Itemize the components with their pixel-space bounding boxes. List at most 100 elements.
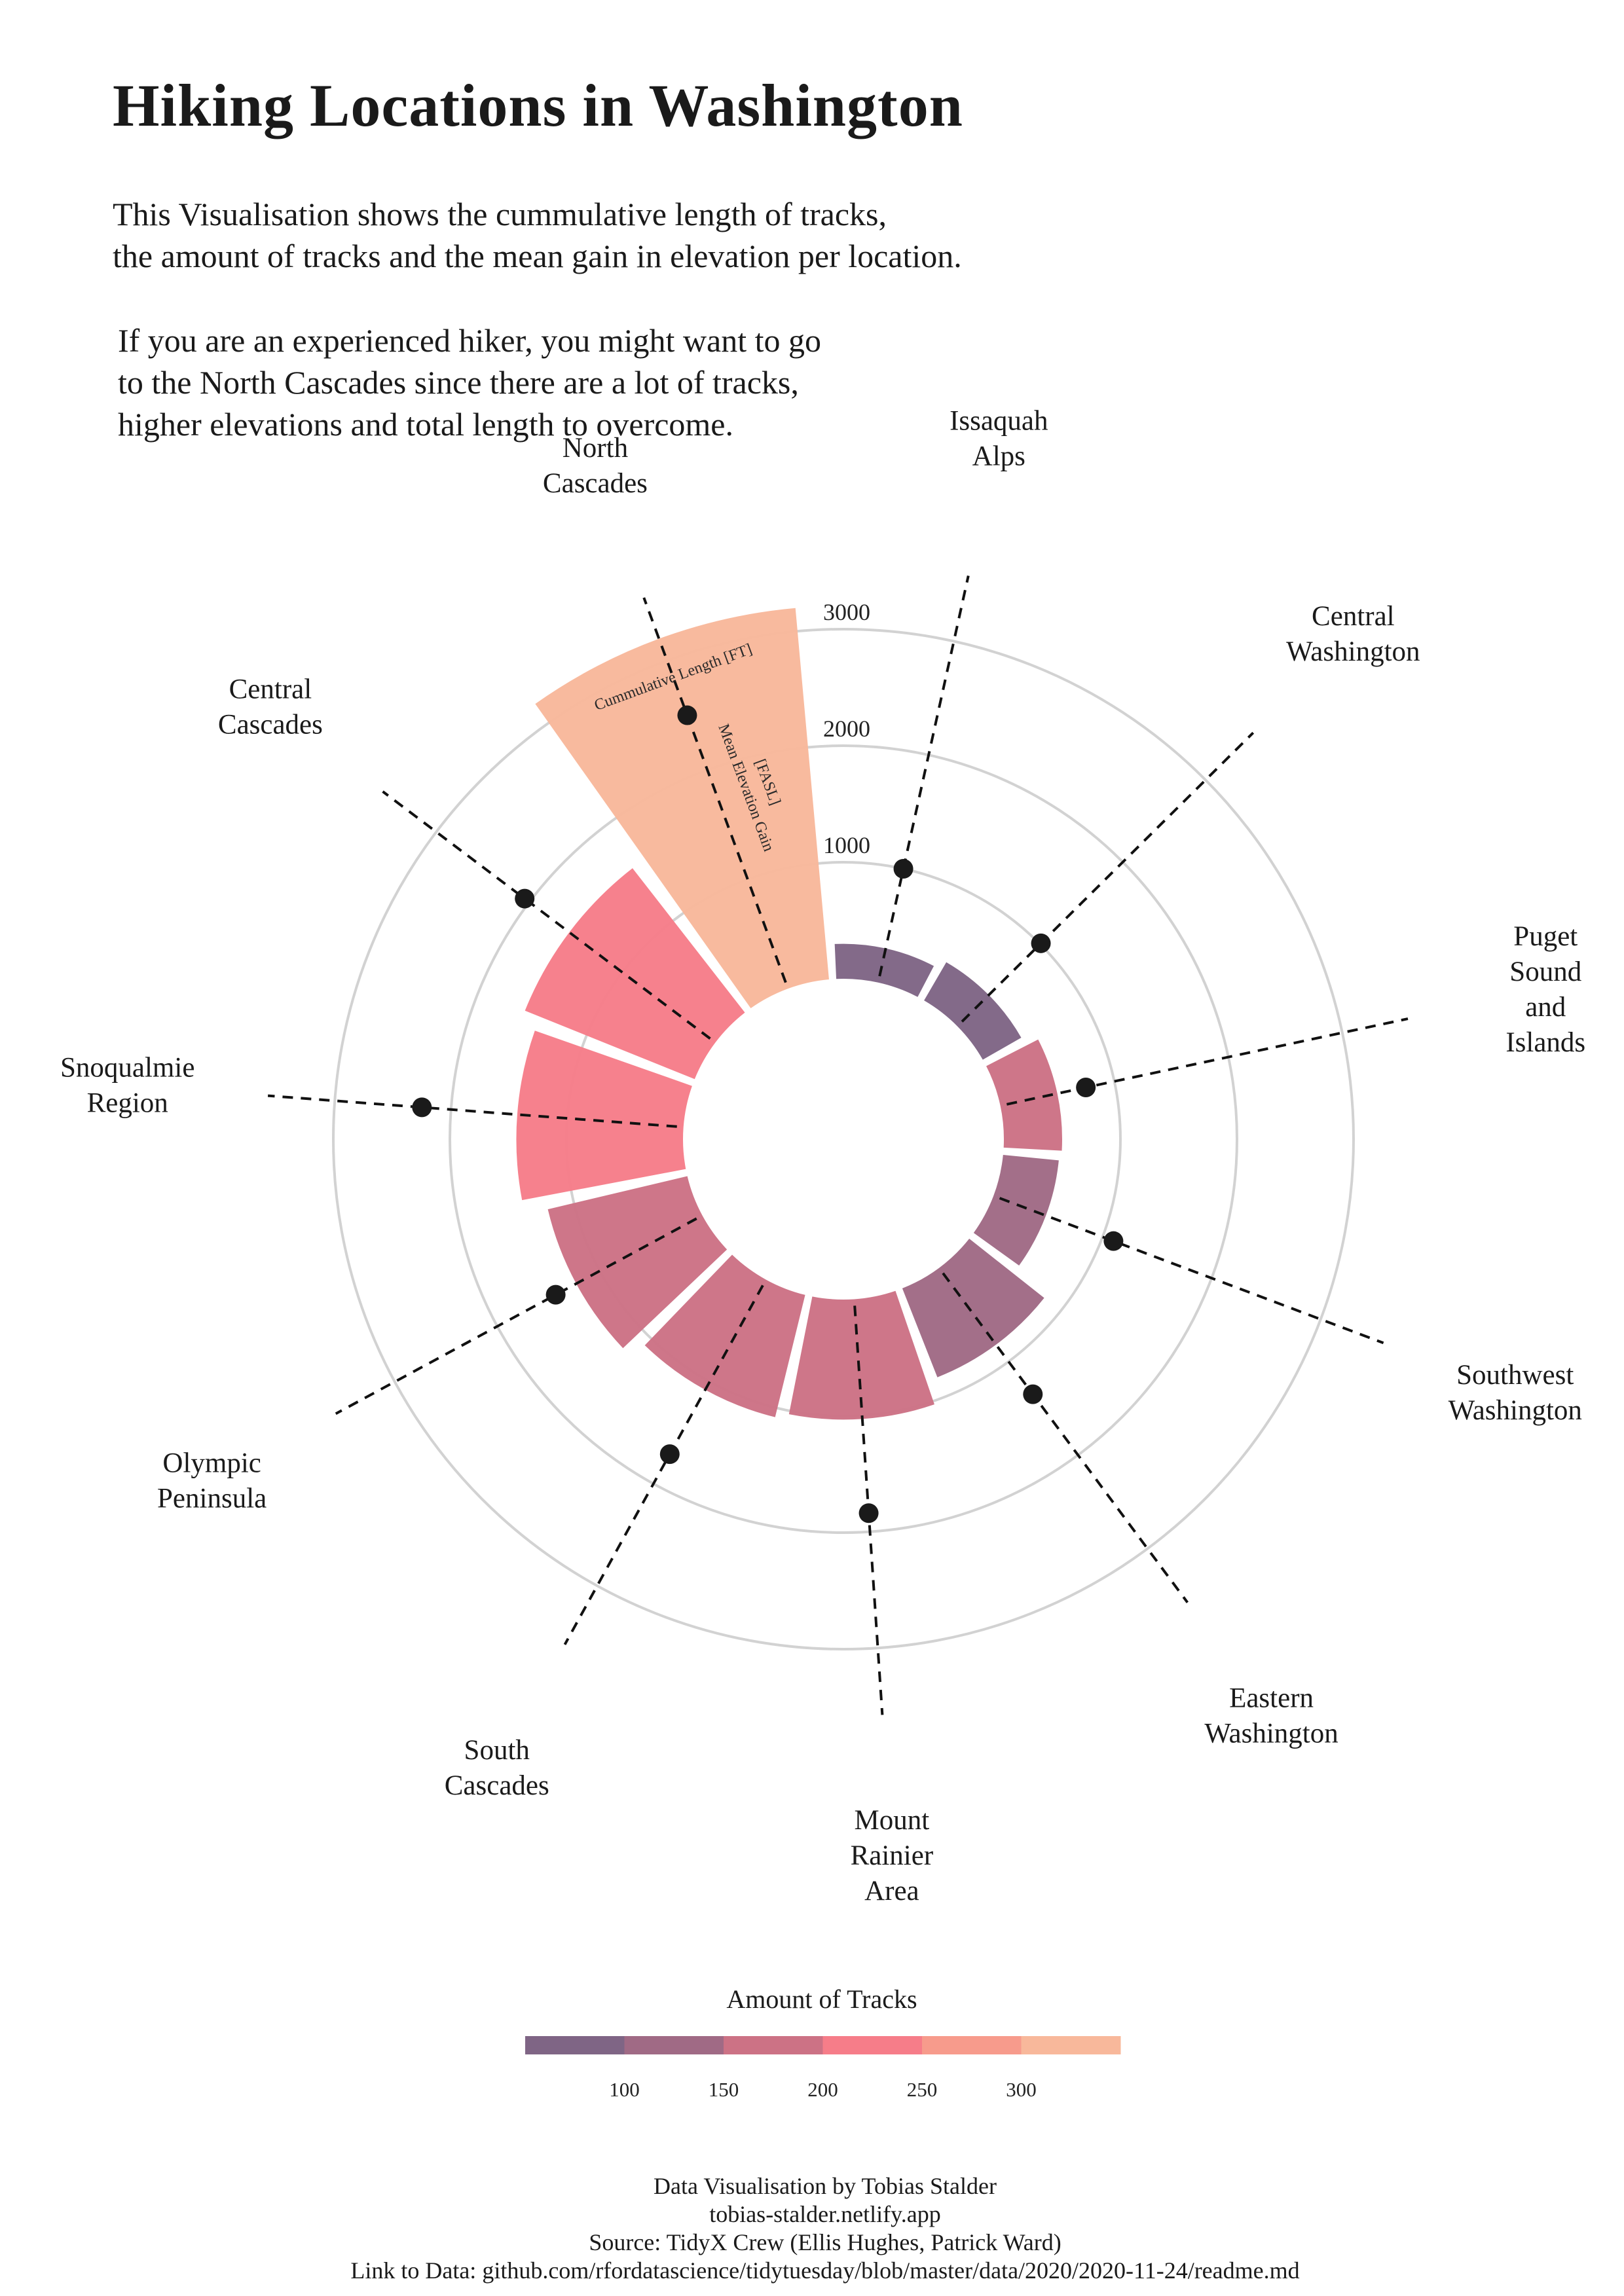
category-label-line: Olympic: [162, 1448, 261, 1479]
bar-puget-sound-and-islands: [986, 1039, 1062, 1151]
elevation-point-south-cascades: [659, 1444, 680, 1465]
radial-tick-label: 1000: [823, 832, 870, 858]
category-label-line: Cascades: [445, 1770, 549, 1801]
category-label-puget-sound-and-islands: Puget Sound and Islands: [1505, 921, 1585, 1058]
category-label-olympic-peninsula: Olympic Peninsula: [157, 1448, 267, 1514]
elevation-point-issaquah-alps: [893, 859, 913, 879]
legend-swatch: [1021, 2036, 1121, 2054]
radial-tick-label: 2000: [823, 716, 870, 742]
category-label-line: Rainier: [851, 1840, 934, 1871]
elevation-line-south-cascades: [563, 1285, 764, 1645]
bar-north-cascades: [535, 608, 829, 1009]
elevation-line-eastern-washington: [942, 1272, 1189, 1603]
category-label-mount-rainier-area: Mount Rainier Area: [851, 1805, 934, 1906]
elevation-line-southwest-washington: [999, 1197, 1384, 1345]
elevation-point-central-cascades: [515, 888, 535, 909]
legend-colorbar: 100 150 200 250 300: [525, 2036, 1121, 2101]
category-label-line: Region: [87, 1087, 168, 1118]
category-label-southwest-washington: Southwest Washington: [1449, 1360, 1582, 1426]
category-label-line: and: [1525, 992, 1566, 1023]
elevation-lines: [267, 575, 1409, 1715]
credits: Data Visualisation by Tobias Stalder tob…: [0, 2172, 1624, 2285]
category-label-issaquah-alps: Issaquah Alps: [950, 406, 1048, 472]
category-label-line: Southwest: [1456, 1360, 1574, 1391]
bar-southwest-washington: [973, 1154, 1059, 1266]
legend-tick-label: 200: [807, 2078, 838, 2101]
category-label-line: Cascades: [218, 709, 323, 740]
legend-swatch: [624, 2036, 724, 2054]
category-label-line: Central: [1312, 601, 1395, 632]
elevation-point-snoqualmie-region: [412, 1097, 432, 1118]
bar-mount-rainier-area: [788, 1290, 934, 1420]
grid-circle: [449, 744, 1238, 1534]
elevation-line-central-washington: [961, 731, 1255, 1023]
subtitle-line: This Visualisation shows the cummulative…: [113, 196, 887, 232]
bar-central-cascades: [525, 868, 745, 1080]
category-label-line: Issaquah: [950, 406, 1048, 437]
elevation-line-puget-sound-and-islands: [1006, 1017, 1409, 1106]
category-label-line: Peninsula: [157, 1484, 267, 1514]
credit-author: Data Visualisation by Tobias Stalder: [654, 2173, 997, 2199]
elevation-line-issaquah-alps: [878, 575, 970, 977]
legend-swatch: [922, 2036, 1022, 2054]
elevation-point-eastern-washington: [1023, 1384, 1043, 1404]
elevation-line-olympic-peninsula: [335, 1217, 697, 1415]
subtitle-line: to the North Cascades since there are a …: [118, 364, 799, 401]
category-label-eastern-washington: Eastern Washington: [1204, 1683, 1338, 1749]
category-label-line: Washington: [1204, 1718, 1338, 1749]
legend-title: Amount of Tracks: [726, 1984, 917, 2014]
credit-source: Source: TidyX Crew (Ellis Hughes, Patric…: [589, 2229, 1061, 2255]
category-label-line: Islands: [1505, 1027, 1585, 1058]
subtitle-paragraph-1: This Visualisation shows the cummulative…: [113, 193, 962, 277]
subtitle-line: the amount of tracks and the mean gain i…: [113, 238, 962, 274]
category-label-line: North: [563, 433, 628, 464]
bar-eastern-washington: [902, 1238, 1044, 1377]
category-label-line: Alps: [972, 441, 1025, 472]
elevation-point-central-washington: [1031, 933, 1051, 953]
subtitle-line: If you are an experienced hiker, you mig…: [118, 322, 822, 359]
category-label-line: Snoqualmie: [60, 1052, 194, 1083]
page-title: Hiking Locations in Washington: [113, 72, 963, 139]
category-label-line: Puget: [1513, 921, 1578, 952]
elevation-point-mount-rainier-area: [858, 1503, 879, 1523]
category-label-north-cascades: North Cascades: [543, 433, 648, 499]
category-label-line: Central: [229, 674, 312, 704]
category-label-snoqualmie-region: Snoqualmie Region: [60, 1052, 194, 1118]
legend-tick-label: 300: [1006, 2078, 1037, 2101]
elevation-point-southwest-washington: [1103, 1231, 1124, 1251]
grid-circle: [332, 628, 1355, 1650]
elevation-line-north-cascades: [642, 597, 787, 983]
legend-swatch: [724, 2036, 823, 2054]
category-label-line: Area: [864, 1876, 919, 1906]
bar-series: [516, 608, 1062, 1420]
category-label-line: Sound: [1509, 957, 1581, 987]
legend-swatch: [525, 2036, 625, 2054]
subtitle-line: higher elevations and total length to ov…: [118, 406, 733, 443]
credit-link: Link to Data: github.com/rfordatascience…: [350, 2257, 1300, 2284]
radial-tick-label: 3000: [823, 599, 870, 625]
subtitle-paragraph-2: If you are an experienced hiker, you mig…: [118, 319, 821, 445]
elevation-line-central-cascades: [382, 790, 711, 1040]
elevation-point-puget-sound-and-islands: [1076, 1078, 1096, 1098]
legend-tick-label: 150: [709, 2078, 739, 2101]
category-label-line: Cascades: [543, 468, 648, 499]
legend-tick-label: 100: [609, 2078, 640, 2101]
category-label-line: Mount: [855, 1805, 930, 1836]
radial-tick-labels: 1000 2000 3000: [823, 599, 870, 858]
legend-swatch: [822, 2036, 923, 2054]
elevation-point-north-cascades: [677, 705, 697, 725]
bar-snoqualmie-region: [516, 1030, 692, 1201]
credit-website: tobias-stalder.netlify.app: [709, 2201, 941, 2227]
category-label-line: Washington: [1286, 636, 1420, 667]
bar-olympic-peninsula: [547, 1176, 728, 1349]
bar-south-cascades: [644, 1254, 805, 1417]
category-label-central-washington: Central Washington: [1286, 601, 1420, 667]
elevation-point-olympic-peninsula: [545, 1285, 566, 1305]
category-label-line: Eastern: [1229, 1683, 1314, 1713]
legend-tick-label: 250: [907, 2078, 938, 2101]
bar-central-washington: [924, 962, 1022, 1060]
category-label-line: South: [464, 1735, 530, 1766]
category-label-south-cascades: South Cascades: [445, 1735, 549, 1801]
bar-issaquah-alps: [834, 943, 934, 997]
